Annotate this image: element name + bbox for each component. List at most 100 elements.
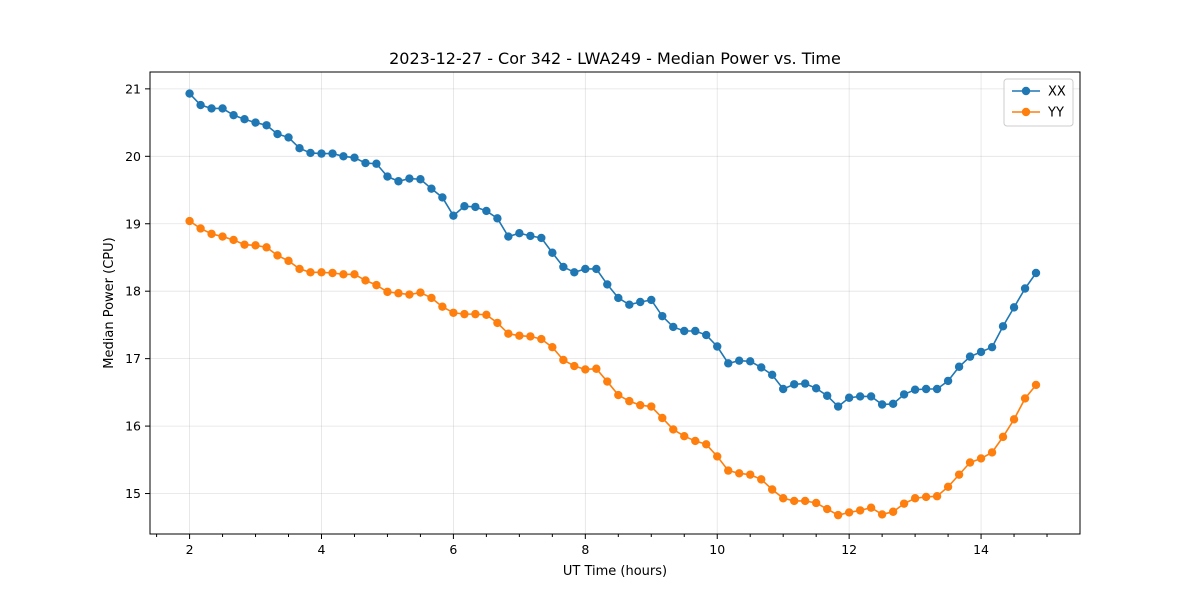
x-tick-label: 4 [318, 542, 326, 557]
data-point-xx [614, 293, 623, 303]
data-point-xx [273, 129, 282, 139]
data-point-yy [987, 448, 997, 457]
data-point-xx [735, 356, 744, 365]
data-point-yy [581, 365, 590, 374]
data-point-yy [394, 289, 403, 298]
data-point-xx [998, 322, 1008, 331]
data-point-xx [888, 399, 898, 409]
x-tick-label: 2 [186, 542, 194, 557]
y-tick-label: 18 [125, 284, 141, 299]
data-point-yy [229, 235, 238, 245]
x-axis-label: UT Time (hours) [563, 564, 667, 579]
data-point-yy [614, 390, 623, 400]
data-point-yy [680, 432, 689, 441]
data-point-xx [592, 264, 601, 274]
data-point-xx [669, 322, 678, 332]
data-point-yy [800, 496, 810, 506]
data-point-xx [449, 211, 458, 220]
data-point-xx [976, 347, 986, 357]
y-tick-label: 16 [125, 419, 141, 434]
data-point-xx [207, 104, 216, 113]
data-point-xx [328, 149, 337, 158]
data-point-yy [570, 361, 579, 371]
data-point-yy [625, 396, 634, 406]
data-point-xx [625, 300, 634, 309]
data-point-yy [811, 498, 821, 508]
y-tick-label: 17 [125, 351, 141, 366]
data-point-xx [636, 297, 645, 307]
data-point-yy [416, 288, 425, 297]
data-point-xx [987, 342, 997, 352]
data-point-yy [449, 308, 458, 317]
data-point-xx [196, 100, 205, 110]
data-point-xx [943, 376, 953, 386]
x-tick-label: 8 [581, 542, 589, 557]
data-point-xx [603, 280, 612, 289]
legend-marker-xx [1021, 86, 1031, 96]
data-point-yy [910, 494, 920, 503]
data-point-xx [899, 390, 909, 399]
data-point-yy [361, 276, 370, 285]
data-point-xx [526, 231, 535, 241]
legend: XX YY [1003, 78, 1074, 127]
data-point-xx [1020, 284, 1030, 293]
data-point-yy [976, 454, 986, 463]
data-point-xx [460, 202, 469, 211]
grid [150, 72, 1080, 534]
data-point-xx [800, 379, 810, 388]
data-point-xx [405, 174, 414, 183]
data-point-yy [537, 334, 546, 344]
data-point-xx [383, 172, 392, 181]
data-point-yy [636, 400, 645, 410]
data-point-yy [526, 332, 535, 341]
data-point-yy [603, 377, 612, 386]
data-point-xx [229, 110, 238, 120]
data-point-xx [822, 391, 832, 400]
data-point-yy [350, 270, 359, 279]
data-point-xx [811, 384, 821, 393]
data-point-xx [1009, 303, 1019, 312]
data-point-xx [427, 184, 436, 193]
data-point-yy [691, 436, 700, 446]
data-point-xx [833, 402, 843, 411]
data-point-xx [713, 342, 722, 351]
data-point-xx [493, 214, 502, 223]
data-point-yy [262, 243, 271, 252]
data-point-yy [713, 452, 722, 461]
data-point-yy [185, 216, 194, 226]
data-point-yy [405, 290, 414, 299]
data-point-xx [921, 384, 931, 394]
data-point-yy [251, 241, 260, 250]
data-point-yy [295, 264, 304, 274]
data-point-yy [471, 309, 480, 319]
data-point-yy [592, 364, 601, 373]
data-point-yy [548, 342, 557, 352]
data-point-yy [757, 475, 766, 484]
data-point-yy [218, 232, 227, 241]
data-point-yy [339, 270, 348, 279]
x-tick-label: 14 [973, 542, 989, 557]
data-point-yy [943, 482, 953, 491]
x-tick-label: 10 [709, 542, 725, 557]
data-point-yy [383, 287, 392, 297]
data-point-yy [844, 508, 854, 517]
data-point-xx [790, 380, 799, 389]
data-point-yy [746, 470, 755, 479]
data-point-xx [746, 357, 755, 366]
data-point-yy [427, 293, 436, 303]
data-point-xx [559, 262, 568, 272]
data-point-xx [262, 121, 271, 130]
data-point-xx [570, 268, 579, 277]
data-point-xx [581, 264, 590, 274]
data-point-yy [317, 268, 326, 277]
data-point-xx [548, 248, 557, 257]
data-point-xx [515, 228, 524, 238]
y-tick-label: 15 [125, 486, 141, 501]
data-point-xx [932, 384, 942, 394]
data-point-xx [416, 175, 425, 184]
data-point-xx [284, 133, 293, 142]
data-point-xx [1031, 268, 1041, 278]
data-point-xx [218, 104, 227, 113]
data-point-yy [954, 470, 964, 479]
data-point-xx [471, 202, 480, 212]
